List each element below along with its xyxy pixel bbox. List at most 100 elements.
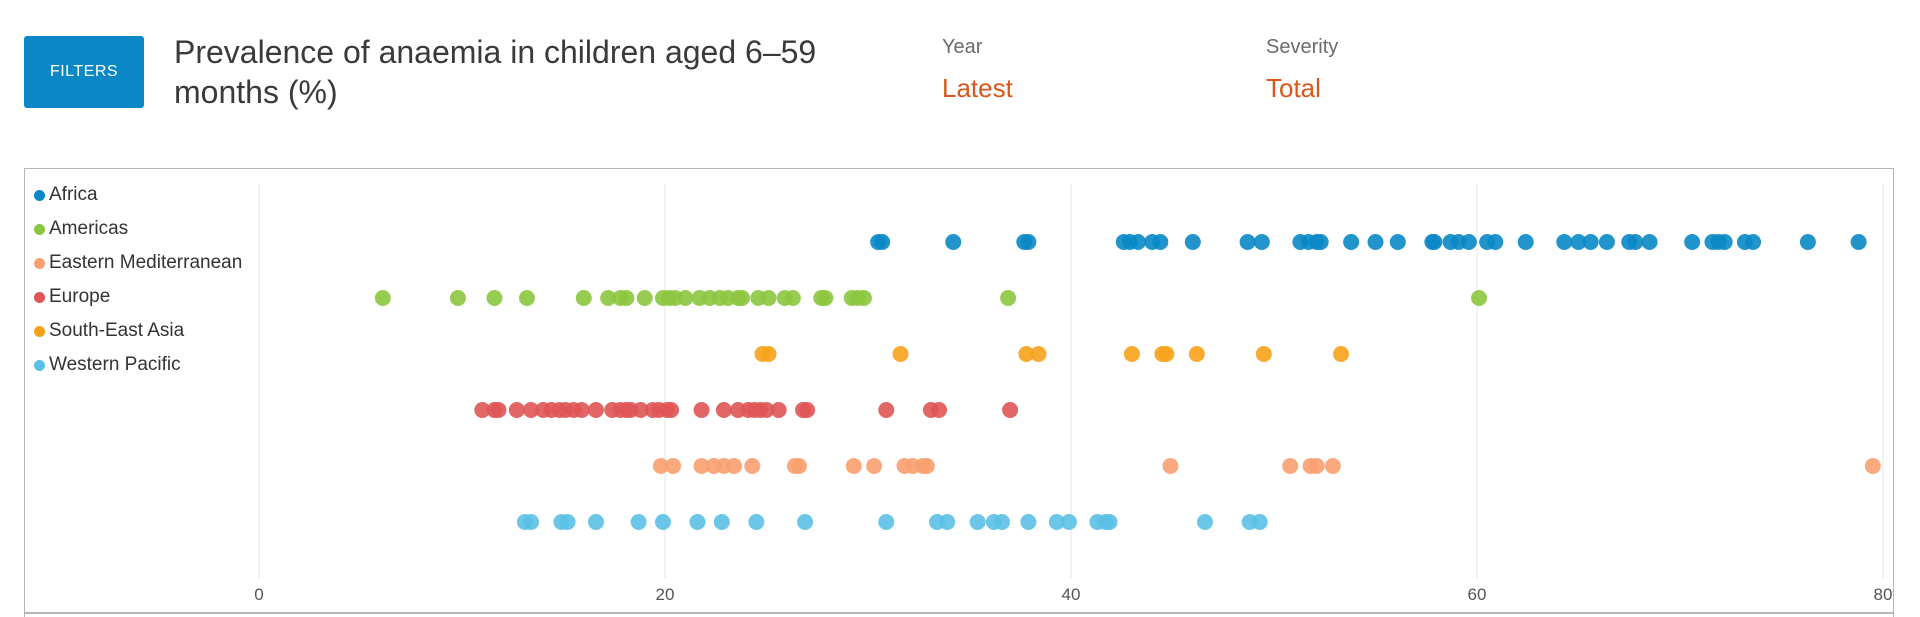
- legend-item-south-east-asia[interactable]: South-East Asia: [34, 314, 242, 348]
- data-point-western-pacific-14[interactable]: [969, 514, 986, 530]
- data-point-eastern-mediterranean-10[interactable]: [866, 458, 883, 474]
- data-point-south-east-asia-4[interactable]: [1030, 346, 1047, 362]
- data-point-eastern-mediterranean-0[interactable]: [652, 458, 669, 474]
- data-point-americas-24[interactable]: [817, 290, 834, 306]
- data-point-western-pacific-5[interactable]: [630, 514, 647, 530]
- data-point-americas-28[interactable]: [1000, 290, 1017, 306]
- data-point-americas-18[interactable]: [734, 290, 751, 306]
- data-point-europe-3[interactable]: [508, 402, 525, 418]
- data-point-western-pacific-23[interactable]: [1196, 514, 1213, 530]
- data-point-western-pacific-13[interactable]: [939, 514, 956, 530]
- data-point-western-pacific-19[interactable]: [1060, 514, 1077, 530]
- data-point-americas-22[interactable]: [784, 290, 801, 306]
- data-point-africa-41[interactable]: [1799, 234, 1816, 250]
- data-point-western-pacific-4[interactable]: [587, 514, 604, 530]
- data-point-africa-33[interactable]: [1627, 234, 1644, 250]
- data-point-western-pacific-1[interactable]: [523, 514, 540, 530]
- data-point-africa-7[interactable]: [1129, 234, 1146, 250]
- data-point-africa-29[interactable]: [1570, 234, 1587, 250]
- data-point-western-pacific-25[interactable]: [1251, 514, 1268, 530]
- data-point-western-pacific-9[interactable]: [748, 514, 765, 530]
- data-point-eastern-mediterranean-8[interactable]: [790, 458, 807, 474]
- data-point-africa-38[interactable]: [1716, 234, 1733, 250]
- data-point-south-east-asia-1[interactable]: [760, 346, 777, 362]
- data-point-western-pacific-16[interactable]: [993, 514, 1010, 530]
- data-point-americas-0[interactable]: [374, 290, 391, 306]
- data-point-africa-19[interactable]: [1389, 234, 1406, 250]
- legend-item-africa[interactable]: Africa: [34, 178, 242, 212]
- data-point-eastern-mediterranean-6[interactable]: [744, 458, 761, 474]
- data-point-south-east-asia-5[interactable]: [1123, 346, 1140, 362]
- data-point-americas-2[interactable]: [486, 290, 503, 306]
- data-point-western-pacific-7[interactable]: [689, 514, 706, 530]
- data-point-africa-34[interactable]: [1641, 234, 1658, 250]
- legend-item-eastern-mediterranean[interactable]: Eastern Mediterranean: [34, 246, 242, 280]
- data-point-africa-24[interactable]: [1460, 234, 1477, 250]
- data-point-africa-30[interactable]: [1582, 234, 1599, 250]
- data-point-eastern-mediterranean-1[interactable]: [665, 458, 682, 474]
- data-point-eastern-mediterranean-14[interactable]: [918, 458, 935, 474]
- data-point-western-pacific-3[interactable]: [559, 514, 576, 530]
- data-point-africa-12[interactable]: [1253, 234, 1270, 250]
- data-point-europe-22[interactable]: [715, 402, 732, 418]
- data-point-africa-40[interactable]: [1745, 234, 1762, 250]
- data-point-eastern-mediterranean-2[interactable]: [693, 458, 710, 474]
- data-point-africa-17[interactable]: [1343, 234, 1360, 250]
- data-point-europe-33[interactable]: [931, 402, 948, 418]
- data-point-europe-11[interactable]: [587, 402, 604, 418]
- data-point-western-pacific-6[interactable]: [654, 514, 671, 530]
- data-point-africa-21[interactable]: [1426, 234, 1443, 250]
- data-point-western-pacific-11[interactable]: [878, 514, 895, 530]
- data-point-africa-4[interactable]: [1020, 234, 1037, 250]
- data-point-africa-26[interactable]: [1487, 234, 1504, 250]
- data-point-eastern-mediterranean-16[interactable]: [1282, 458, 1299, 474]
- data-point-europe-31[interactable]: [878, 402, 895, 418]
- data-point-africa-11[interactable]: [1239, 234, 1256, 250]
- data-point-americas-29[interactable]: [1471, 290, 1488, 306]
- data-point-americas-12[interactable]: [677, 290, 694, 306]
- data-point-eastern-mediterranean-20[interactable]: [1864, 458, 1881, 474]
- severity-selector[interactable]: Severity Total: [1266, 36, 1338, 104]
- data-point-south-east-asia-9[interactable]: [1255, 346, 1272, 362]
- data-point-americas-3[interactable]: [518, 290, 535, 306]
- year-selector[interactable]: Year Latest: [942, 36, 1013, 104]
- data-point-western-pacific-8[interactable]: [713, 514, 730, 530]
- data-point-africa-31[interactable]: [1598, 234, 1615, 250]
- data-point-eastern-mediterranean-5[interactable]: [726, 458, 743, 474]
- data-point-europe-34[interactable]: [1002, 402, 1019, 418]
- data-point-americas-27[interactable]: [855, 290, 872, 306]
- data-point-south-east-asia-3[interactable]: [1018, 346, 1035, 362]
- data-point-western-pacific-18[interactable]: [1048, 514, 1065, 530]
- data-point-americas-7[interactable]: [618, 290, 635, 306]
- data-point-africa-35[interactable]: [1684, 234, 1701, 250]
- data-point-africa-18[interactable]: [1367, 234, 1384, 250]
- data-point-americas-20[interactable]: [760, 290, 777, 306]
- data-point-western-pacific-22[interactable]: [1101, 514, 1118, 530]
- data-point-eastern-mediterranean-18[interactable]: [1308, 458, 1325, 474]
- data-point-europe-20[interactable]: [663, 402, 680, 418]
- data-point-south-east-asia-8[interactable]: [1188, 346, 1205, 362]
- data-point-eastern-mediterranean-9[interactable]: [845, 458, 862, 474]
- filters-button[interactable]: FILTERS: [24, 36, 144, 108]
- severity-value[interactable]: Total: [1266, 73, 1321, 103]
- data-point-western-pacific-10[interactable]: [797, 514, 814, 530]
- data-point-africa-9[interactable]: [1152, 234, 1169, 250]
- data-point-south-east-asia-2[interactable]: [892, 346, 909, 362]
- data-point-europe-2[interactable]: [490, 402, 507, 418]
- data-point-western-pacific-17[interactable]: [1020, 514, 1037, 530]
- data-point-africa-1[interactable]: [874, 234, 891, 250]
- data-point-europe-16[interactable]: [632, 402, 649, 418]
- data-point-africa-16[interactable]: [1312, 234, 1329, 250]
- data-point-americas-8[interactable]: [636, 290, 653, 306]
- data-point-south-east-asia-10[interactable]: [1332, 346, 1349, 362]
- legend-item-western-pacific[interactable]: Western Pacific: [34, 348, 242, 382]
- data-point-africa-2[interactable]: [945, 234, 962, 250]
- legend-item-europe[interactable]: Europe: [34, 280, 242, 314]
- data-point-europe-10[interactable]: [573, 402, 590, 418]
- data-point-americas-4[interactable]: [575, 290, 592, 306]
- data-point-africa-42[interactable]: [1850, 234, 1867, 250]
- data-point-europe-28[interactable]: [770, 402, 787, 418]
- data-point-africa-10[interactable]: [1184, 234, 1201, 250]
- data-point-americas-5[interactable]: [600, 290, 617, 306]
- data-point-africa-27[interactable]: [1517, 234, 1534, 250]
